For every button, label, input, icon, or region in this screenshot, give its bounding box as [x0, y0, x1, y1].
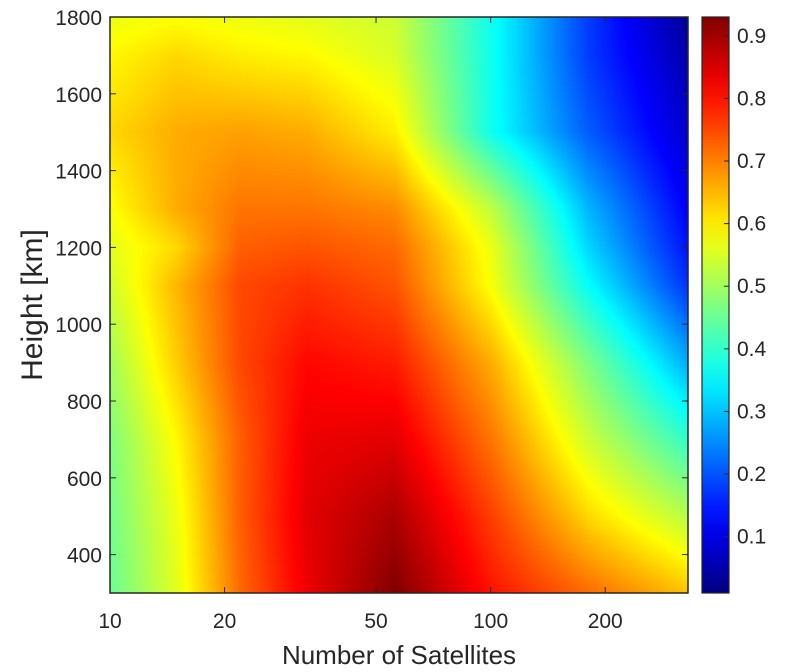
y-tick-label: 400: [67, 545, 102, 568]
x-tick-label: 100: [473, 610, 508, 633]
heatmap-surface: [110, 17, 688, 593]
x-tick-label: 10: [98, 610, 121, 633]
plot-area: [110, 17, 688, 593]
colorbar: 0.1 0.2 0.3 0.4 0.5 0.6 0.7 0.8 0.9: [701, 16, 767, 594]
y-tick-label: 1200: [55, 237, 102, 260]
x-tick-label: 200: [588, 610, 623, 633]
x-tick-label: 50: [364, 610, 387, 633]
y-tick-label: 1000: [55, 314, 102, 337]
x-tick-label: 20: [213, 610, 236, 633]
colorbar-tick-label: 0.9: [737, 25, 766, 48]
colorbar-tick-label: 0.3: [737, 400, 766, 423]
y-tick-label: 600: [67, 468, 102, 491]
colorbar-tick-label: 0.8: [737, 87, 766, 110]
y-tick-label: 1400: [55, 161, 102, 184]
colorbar-tick-label: 0.2: [737, 463, 766, 486]
colorbar-gradient: [701, 16, 730, 594]
y-tick-label: 800: [67, 391, 102, 414]
colorbar-tick-label: 0.4: [737, 338, 767, 361]
colorbar-tick-label: 0.5: [737, 275, 766, 298]
y-axis-label: Height [km]: [16, 229, 49, 381]
y-tick-label: 1600: [55, 84, 102, 107]
x-axis-label: Number of Satellites: [282, 640, 516, 670]
colorbar-tick-label: 0.1: [737, 526, 766, 549]
colorbar-tick-label: 0.7: [737, 150, 766, 173]
colorbar-tick-label: 0.6: [737, 213, 766, 236]
y-tick-label: 1800: [55, 7, 102, 30]
plot-frame: [109, 16, 689, 594]
axes: 10 20 50 100 200 400 600 800 1000 1200 1400 1600 180…: [55, 7, 689, 633]
